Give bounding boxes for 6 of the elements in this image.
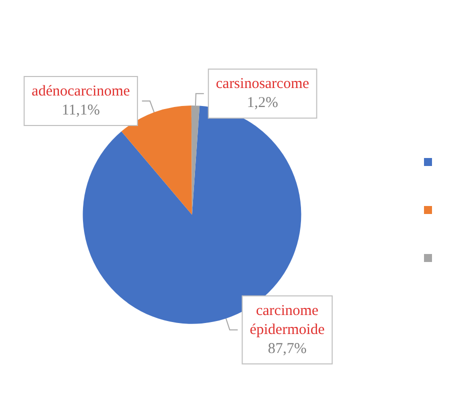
slice-label: carsinosarcome: [216, 76, 310, 92]
data-label: 11,1%: [62, 102, 100, 119]
slice-label: adénocarcinome: [32, 84, 130, 100]
slice-label: carcinome épidermoide: [250, 302, 326, 338]
data-label: 1,2%: [246, 95, 278, 112]
data-label: 87,7%: [268, 340, 307, 357]
